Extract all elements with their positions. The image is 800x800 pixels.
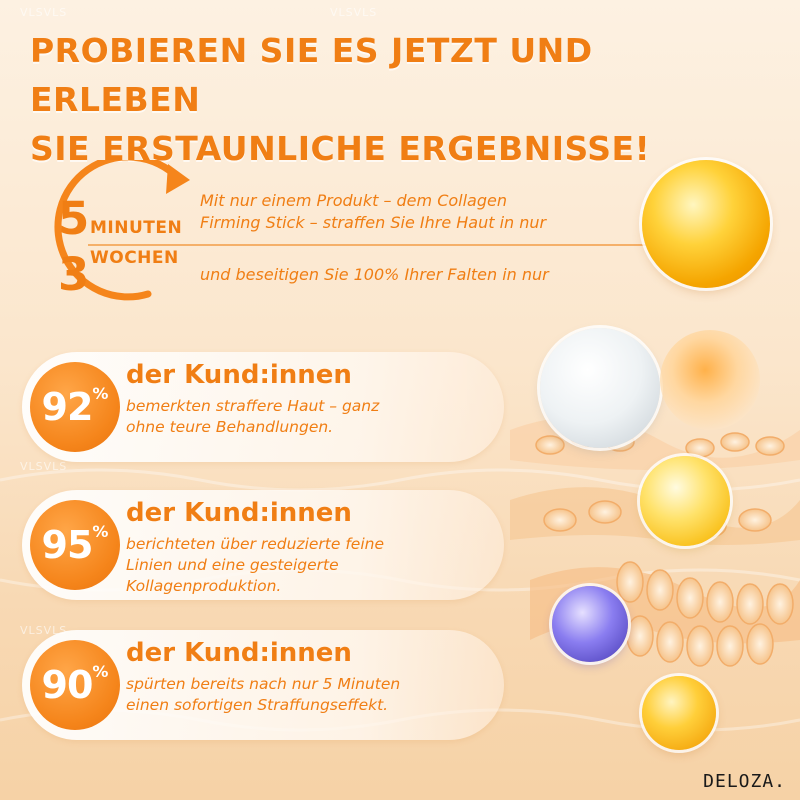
stat-heading: der Kund:innen — [126, 498, 352, 528]
percent-badge: 95 % — [30, 500, 120, 590]
stat-description-line: berichteten über reduzierte feine — [126, 535, 384, 553]
honeycomb-bubble-icon — [642, 160, 770, 288]
stat-heading: der Kund:innen — [126, 360, 352, 390]
percent-value: 95 — [41, 523, 94, 567]
weeks-description: und beseitigen Sie 100% Ihrer Falten in … — [200, 264, 549, 286]
percent-badge: 90 % — [30, 640, 120, 730]
weeks-number: 3 — [58, 248, 90, 301]
honeycomb-bubble-small-icon — [642, 676, 716, 750]
minutes-description-line-1: Mit nur einem Produkt – dem Collagen — [200, 191, 507, 210]
weeks-unit: WOCHEN — [90, 248, 179, 268]
stat-description-line: ohne teure Behandlungen. — [126, 418, 334, 436]
stat-description-line: einen sofortigen Straffungseffekt. — [126, 696, 389, 714]
timing-divider — [88, 244, 648, 246]
purple-serum-bubble-icon — [552, 586, 628, 662]
headline: PROBIEREN SIE ES JETZT UND ERLEBEN SIE E… — [30, 26, 770, 173]
orange-glow-bubble-icon — [660, 330, 760, 430]
watermark: VLSVLS — [330, 6, 378, 19]
minutes-unit: MINUTEN — [90, 218, 183, 238]
stat-card-2: 95 % der Kund:innen berichteten über red… — [22, 490, 504, 600]
yellow-serum-bubble-icon — [640, 456, 730, 546]
percent-value: 90 — [41, 663, 94, 707]
headline-line-2: SIE ERSTAUNLICHE ERGEBNISSE! — [30, 129, 651, 168]
stat-card-3: 90 % der Kund:innen spürten bereits nach… — [22, 630, 504, 740]
stat-description-line: spürten bereits nach nur 5 Minuten — [126, 675, 401, 693]
watermark: VLSVLS — [20, 460, 68, 473]
stat-description: bemerkten straffere Haut – ganz ohne teu… — [126, 396, 496, 438]
percent-sign: % — [92, 522, 109, 541]
silver-molecule-bubble-icon — [540, 328, 660, 448]
percent-badge: 92 % — [30, 362, 120, 452]
stat-description-line: Linien und eine gesteigerte — [126, 556, 339, 574]
headline-line-1: PROBIEREN SIE ES JETZT UND ERLEBEN — [30, 31, 593, 119]
timing-block: 5 MINUTEN 3 WOCHEN Mit nur einem Produkt… — [28, 160, 648, 301]
stat-description-line: Kollagenproduktion. — [126, 577, 282, 595]
stat-description: berichteten über reduzierte feine Linien… — [126, 534, 496, 597]
weeks-description-line: und beseitigen Sie 100% Ihrer Falten in … — [200, 265, 549, 284]
minutes-description: Mit nur einem Produkt – dem Collagen Fir… — [200, 190, 546, 234]
percent-sign: % — [92, 384, 109, 403]
percent-sign: % — [92, 662, 109, 681]
stat-description: spürten bereits nach nur 5 Minuten einen… — [126, 674, 496, 716]
minutes-description-line-2: Firming Stick – straffen Sie Ihre Haut i… — [200, 213, 547, 232]
stat-card-1: 92 % der Kund:innen bemerkten straffere … — [22, 352, 504, 462]
minutes-number: 5 — [58, 192, 90, 245]
percent-value: 92 — [41, 385, 94, 429]
stat-heading: der Kund:innen — [126, 638, 352, 668]
stat-description-line: bemerkten straffere Haut – ganz — [126, 397, 380, 415]
watermark: VLSVLS — [20, 6, 68, 19]
brand-logo: DELOZA. — [703, 771, 786, 792]
cycle-arrow-icon — [54, 160, 190, 301]
